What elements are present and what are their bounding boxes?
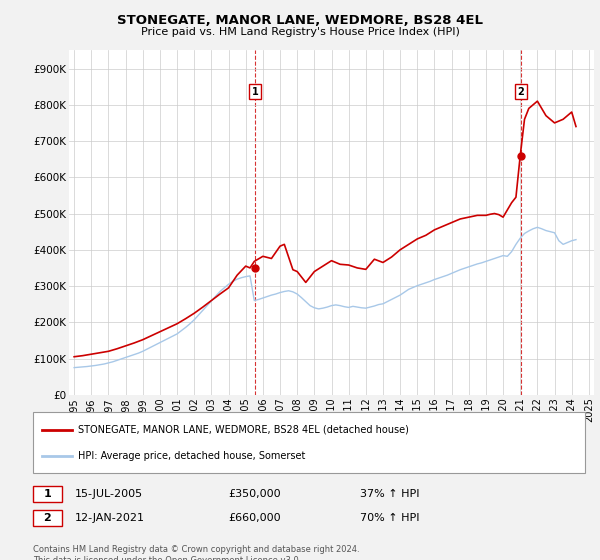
Text: 1: 1 <box>44 489 51 499</box>
Text: 15-JUL-2005: 15-JUL-2005 <box>75 489 143 499</box>
Text: 2: 2 <box>44 513 51 523</box>
Text: Price paid vs. HM Land Registry's House Price Index (HPI): Price paid vs. HM Land Registry's House … <box>140 27 460 37</box>
Text: 70% ↑ HPI: 70% ↑ HPI <box>360 513 419 523</box>
Text: £350,000: £350,000 <box>228 489 281 499</box>
Text: HPI: Average price, detached house, Somerset: HPI: Average price, detached house, Some… <box>78 451 305 461</box>
Text: STONEGATE, MANOR LANE, WEDMORE, BS28 4EL (detached house): STONEGATE, MANOR LANE, WEDMORE, BS28 4EL… <box>78 424 409 435</box>
Text: 12-JAN-2021: 12-JAN-2021 <box>75 513 145 523</box>
Text: 2: 2 <box>518 87 524 97</box>
Text: 37% ↑ HPI: 37% ↑ HPI <box>360 489 419 499</box>
Text: Contains HM Land Registry data © Crown copyright and database right 2024.
This d: Contains HM Land Registry data © Crown c… <box>33 545 359 560</box>
Text: £660,000: £660,000 <box>228 513 281 523</box>
Text: STONEGATE, MANOR LANE, WEDMORE, BS28 4EL: STONEGATE, MANOR LANE, WEDMORE, BS28 4EL <box>117 14 483 27</box>
Text: 1: 1 <box>251 87 259 97</box>
